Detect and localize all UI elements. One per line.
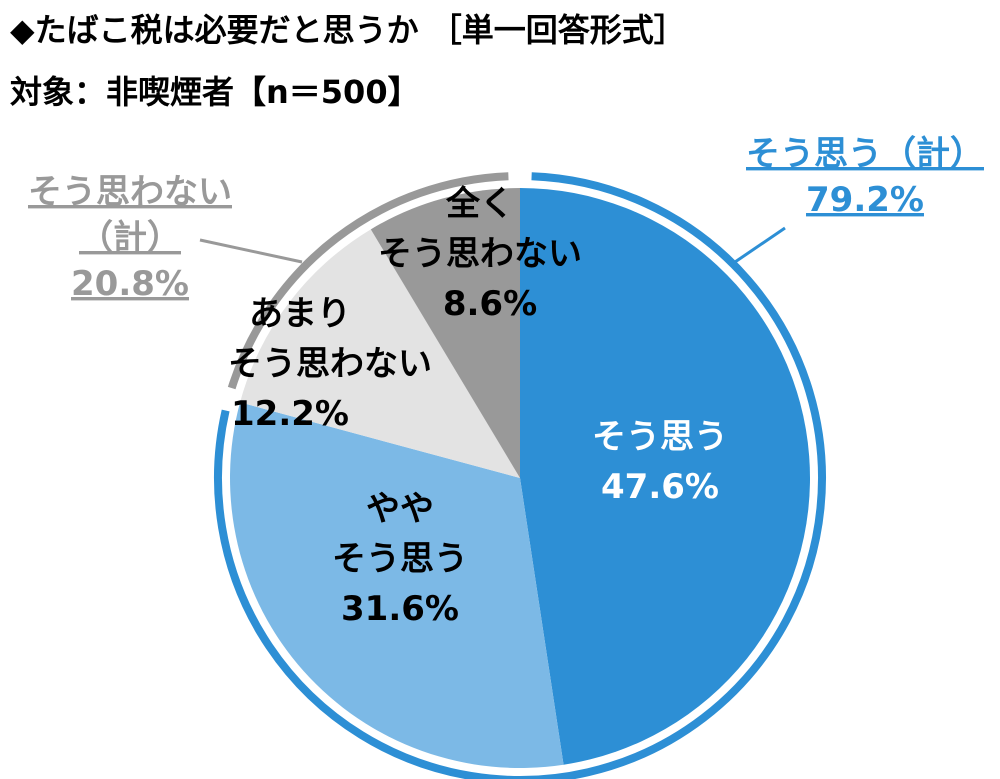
slice-label-line-3-1: あまり xyxy=(249,294,351,334)
slice-layer xyxy=(230,188,810,768)
pie-slice-1 xyxy=(520,188,810,765)
slice-value-1: 47.6% xyxy=(601,467,719,507)
chart-title: ◆たばこ税は必要だと思うか ［単一回答形式］ xyxy=(10,11,686,49)
pie-slice-3 xyxy=(240,229,521,478)
slice-label-line-2-1: やや xyxy=(366,489,434,529)
slice-label-line-4-1: 全く xyxy=(445,184,514,224)
group-leader-line-2 xyxy=(199,238,303,264)
pie-slice-4 xyxy=(370,188,520,478)
group-ring-1 xyxy=(214,172,826,779)
group-label-1: そう思う（計） 79.2% xyxy=(746,134,984,220)
group-ring-layer xyxy=(214,172,826,779)
slice-value-2: 31.6% xyxy=(341,589,459,629)
pie-slice-2 xyxy=(230,402,564,768)
group-label-layer: そう思う（計） 79.2% そう思わない （計） 20.8% xyxy=(28,134,984,304)
slice-label-1: そう思う 47.6% xyxy=(592,417,728,507)
slice-label-line-3-2: そう思わない xyxy=(228,344,432,384)
group-value-2: 20.8% xyxy=(71,264,189,304)
slice-label-layer: そう思う 47.6%ややそう思う 31.6%あまりそう思わない 12.2%全くそう思わ… xyxy=(228,184,728,629)
group-label-line-2-2: （計） xyxy=(79,218,181,258)
group-label-line-2-1: そう思わない xyxy=(28,172,232,212)
slice-label-2: ややそう思う 31.6% xyxy=(332,489,468,629)
slice-label-line-4-2: そう思わない xyxy=(378,234,582,274)
group-label-2: そう思わない （計） 20.8% xyxy=(28,172,232,304)
chart-subtitle: 対象：非喫煙者【n＝500】 xyxy=(10,73,420,111)
group-label-line-1-1: そう思う（計） xyxy=(746,134,984,174)
group-value-1: 79.2% xyxy=(806,180,924,220)
slice-label-line-2-2: そう思う xyxy=(332,539,468,579)
slice-label-4: 全くそう思わない 8.6% xyxy=(378,184,582,324)
group-leader-line-1 xyxy=(734,226,786,264)
slice-value-4: 8.6% xyxy=(443,284,537,324)
slice-value-3: 12.2% xyxy=(231,394,349,434)
group-ring-2 xyxy=(227,172,509,390)
slice-label-line-1-1: そう思う xyxy=(592,417,728,457)
slice-label-3: あまりそう思わない 12.2% xyxy=(228,294,432,434)
